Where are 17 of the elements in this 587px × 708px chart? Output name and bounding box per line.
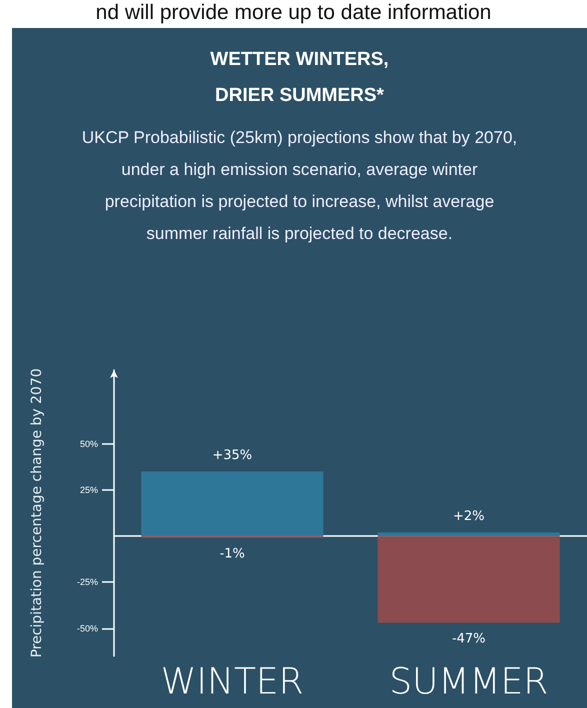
bar <box>378 536 560 623</box>
y-axis-title: Precipitation percentage change by 2070 <box>29 368 45 658</box>
chart-title: WETTER WINTERS, DRIER SUMMERS* <box>209 48 390 108</box>
data-label: -1% <box>220 546 245 562</box>
x-tick-label: WINTER <box>160 662 304 702</box>
y-tick-label: -25% <box>76 577 98 588</box>
chart-subtitle: UKCP Probabilistic (25km) projections show that by 2070, under a high emission scenario, average winter precipitation is projected to increase, whilst average summer rainfall is projected to decrease. <box>80 127 518 245</box>
y-tick-label: 50% <box>80 438 98 449</box>
bar <box>141 471 324 536</box>
data-label: +2% <box>452 508 485 524</box>
y-tick-label: -50% <box>76 623 98 634</box>
x-tick-label: SUMMER <box>389 662 548 702</box>
data-label: -47% <box>452 631 486 646</box>
text: nd will provide more up to date information <box>94 0 492 26</box>
bar <box>378 532 560 536</box>
y-tick-label: 25% <box>80 484 98 495</box>
data-label: +35% <box>212 448 252 463</box>
